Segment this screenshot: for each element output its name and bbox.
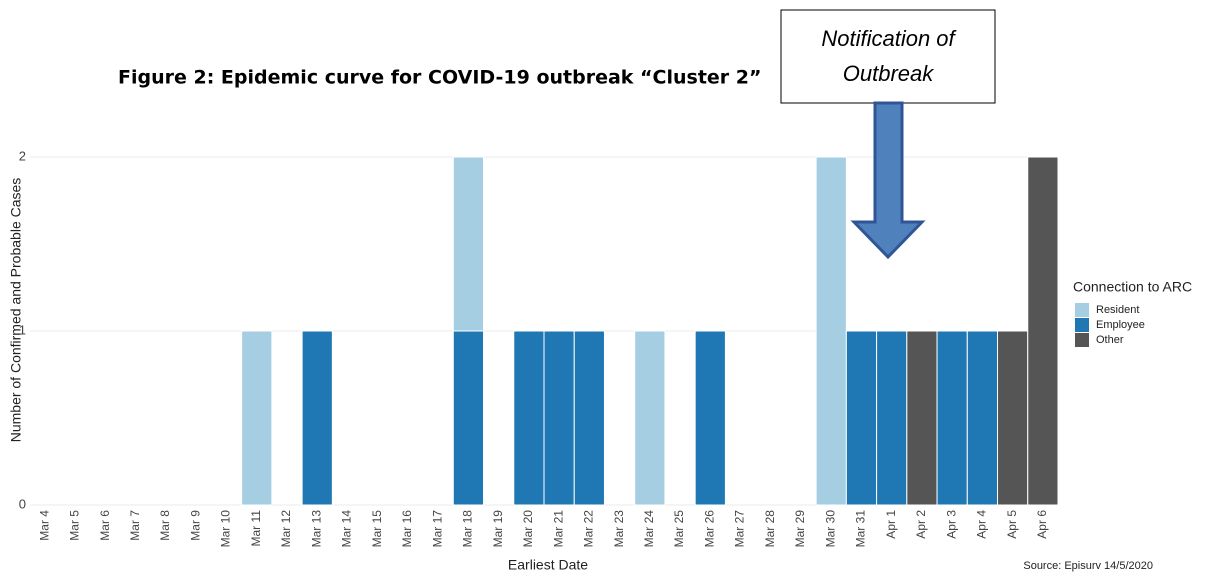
x-tick-label: Mar 31 — [854, 510, 868, 548]
legend-label: Employee — [1096, 319, 1145, 331]
x-tick-label: Mar 23 — [612, 510, 626, 548]
bar — [301, 330, 333, 506]
bar — [876, 330, 908, 506]
arrow — [850, 101, 926, 260]
x-tick-label: Mar 28 — [763, 510, 777, 548]
x-tick-label: Apr 5 — [1005, 510, 1019, 539]
bar — [573, 330, 605, 506]
x-tick-label: Mar 4 — [37, 510, 51, 541]
y-tick-label: 1 — [19, 322, 26, 337]
x-tick-label: Apr 1 — [884, 510, 898, 539]
annotation: Notification of — [821, 26, 957, 51]
x-tick-label: Mar 24 — [642, 510, 656, 548]
x-tick-label: Mar 5 — [68, 510, 82, 541]
legend-label: Other — [1096, 334, 1124, 346]
x-tick-label: Apr 2 — [914, 510, 928, 539]
x-tick-label: Mar 11 — [249, 510, 263, 547]
bar — [966, 330, 999, 506]
chart-title: Figure 2: Epidemic curve for COVID-19 ou… — [118, 67, 762, 89]
bar — [241, 330, 273, 506]
legend-label: Resident — [1096, 304, 1139, 316]
x-tick-label: Mar 15 — [370, 510, 384, 548]
bar — [634, 330, 666, 506]
x-tick-label: Mar 30 — [823, 510, 837, 548]
bar — [543, 330, 575, 506]
bar — [906, 330, 938, 506]
bar — [513, 330, 545, 506]
x-tick-label: Mar 14 — [340, 510, 354, 548]
x-tick-label: Apr 3 — [944, 510, 958, 539]
x-tick-label: Mar 26 — [702, 510, 716, 548]
legend-swatch — [1075, 303, 1089, 317]
x-tick-label: Mar 22 — [582, 510, 596, 548]
x-tick-label: Mar 8 — [158, 510, 172, 541]
x-tick-label: Apr 6 — [1035, 510, 1049, 539]
x-tick-label: Mar 9 — [188, 510, 202, 541]
bar — [997, 330, 1029, 506]
bar — [845, 330, 878, 506]
x-tick-label: Mar 18 — [461, 510, 475, 548]
legend-title: Connection to ARC — [1073, 279, 1192, 295]
bar — [936, 330, 968, 506]
x-tick-label: Mar 16 — [400, 510, 414, 548]
y-tick-label: 2 — [19, 148, 26, 163]
x-tick-label: Mar 27 — [733, 510, 747, 548]
y-axis-label: Number of Confirmed and Probable Cases — [8, 178, 24, 443]
x-tick-label: Mar 21 — [551, 510, 565, 548]
x-tick-label: Mar 19 — [491, 510, 505, 548]
bar — [452, 330, 485, 506]
x-tick-label: Mar 29 — [793, 510, 807, 548]
y-tick-label: 0 — [19, 496, 26, 511]
annotation: Outbreak — [843, 61, 934, 86]
x-tick-label: Mar 7 — [128, 510, 142, 541]
x-tick-label: Apr 4 — [975, 510, 989, 539]
x-tick-label: Mar 6 — [98, 510, 112, 541]
x-tick-label: Mar 25 — [672, 510, 686, 548]
source: Source: Episurv 14/5/2020 — [1023, 560, 1153, 572]
annotation-box — [780, 9, 996, 104]
bar — [815, 156, 847, 506]
x-tick-label: Mar 20 — [521, 510, 535, 548]
bar — [1027, 156, 1059, 506]
x-tick-label: Mar 13 — [309, 510, 323, 548]
bar — [694, 330, 726, 506]
legend-swatch — [1075, 318, 1089, 332]
x-tick-label: Mar 12 — [279, 510, 293, 548]
x-tick-label: Mar 10 — [219, 510, 233, 548]
x-axis-label: Earliest Date — [508, 557, 588, 573]
x-tick-label: Mar 17 — [430, 510, 444, 548]
bar — [452, 156, 485, 332]
legend-swatch — [1075, 333, 1089, 347]
